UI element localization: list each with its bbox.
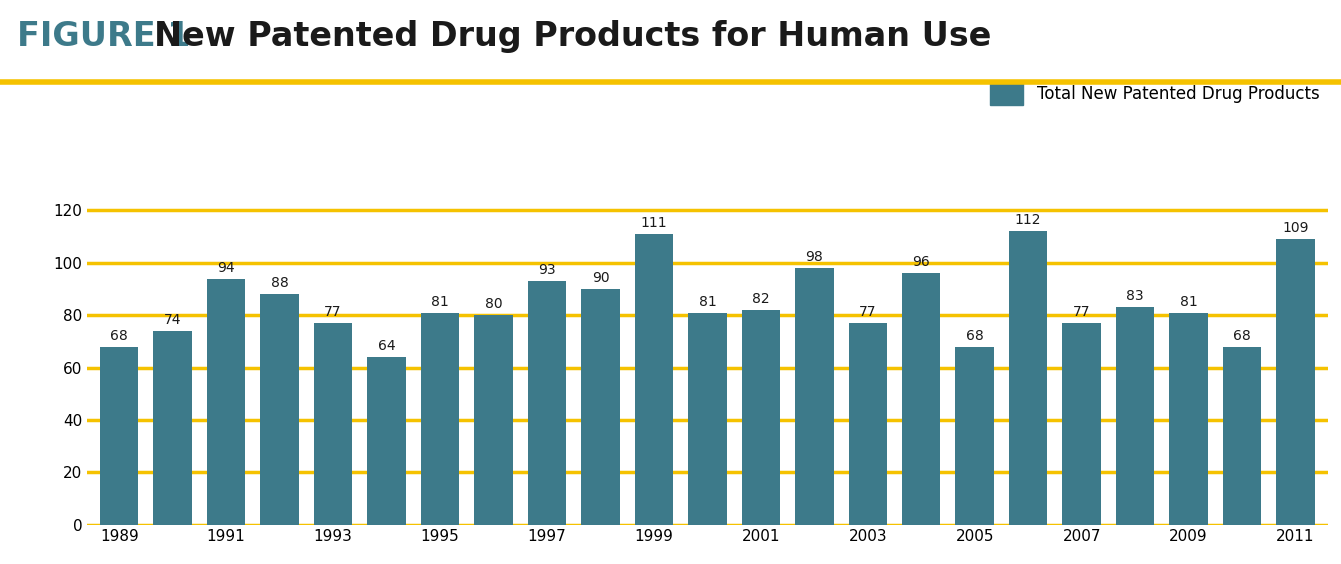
Bar bbox=[795, 268, 834, 525]
Text: 81: 81 bbox=[1180, 294, 1198, 309]
Bar bbox=[849, 323, 886, 525]
Bar bbox=[1062, 323, 1101, 525]
Bar bbox=[1223, 346, 1262, 525]
Text: 68: 68 bbox=[1234, 329, 1251, 343]
Bar bbox=[1277, 239, 1314, 525]
Text: 74: 74 bbox=[164, 313, 181, 327]
Text: 77: 77 bbox=[1073, 305, 1090, 319]
Text: 64: 64 bbox=[378, 339, 396, 353]
Text: 96: 96 bbox=[912, 255, 931, 270]
Text: 109: 109 bbox=[1282, 221, 1309, 235]
Text: 82: 82 bbox=[752, 292, 770, 306]
Text: 68: 68 bbox=[110, 329, 129, 343]
Legend: Total New Patented Drug Products: Total New Patented Drug Products bbox=[990, 81, 1320, 105]
Bar bbox=[742, 310, 780, 525]
Bar bbox=[101, 346, 138, 525]
Text: New Patented Drug Products for Human Use: New Patented Drug Products for Human Use bbox=[154, 20, 991, 53]
Bar bbox=[955, 346, 994, 525]
Text: 80: 80 bbox=[484, 297, 503, 311]
Bar bbox=[207, 279, 245, 525]
Text: 81: 81 bbox=[699, 294, 716, 309]
Text: 93: 93 bbox=[538, 263, 555, 277]
Text: 68: 68 bbox=[966, 329, 983, 343]
Bar bbox=[475, 315, 512, 525]
Bar bbox=[314, 323, 353, 525]
Bar bbox=[421, 312, 459, 525]
Text: 88: 88 bbox=[271, 276, 288, 290]
Bar bbox=[260, 294, 299, 525]
Text: 111: 111 bbox=[641, 216, 668, 230]
Text: FIGURE 1: FIGURE 1 bbox=[17, 20, 190, 53]
Bar bbox=[367, 357, 406, 525]
Text: 90: 90 bbox=[591, 271, 609, 285]
Bar bbox=[528, 281, 566, 525]
Bar bbox=[1169, 312, 1208, 525]
Bar bbox=[153, 331, 192, 525]
Bar bbox=[634, 234, 673, 525]
Text: 81: 81 bbox=[432, 294, 449, 309]
Text: 77: 77 bbox=[860, 305, 877, 319]
Text: 112: 112 bbox=[1015, 214, 1042, 227]
Text: 98: 98 bbox=[806, 250, 823, 264]
Text: 77: 77 bbox=[325, 305, 342, 319]
Bar bbox=[581, 289, 620, 525]
Bar bbox=[1008, 231, 1047, 525]
Text: 83: 83 bbox=[1126, 289, 1144, 303]
Bar bbox=[902, 274, 940, 525]
Text: 94: 94 bbox=[217, 261, 235, 275]
Bar bbox=[1116, 307, 1155, 525]
Bar bbox=[688, 312, 727, 525]
